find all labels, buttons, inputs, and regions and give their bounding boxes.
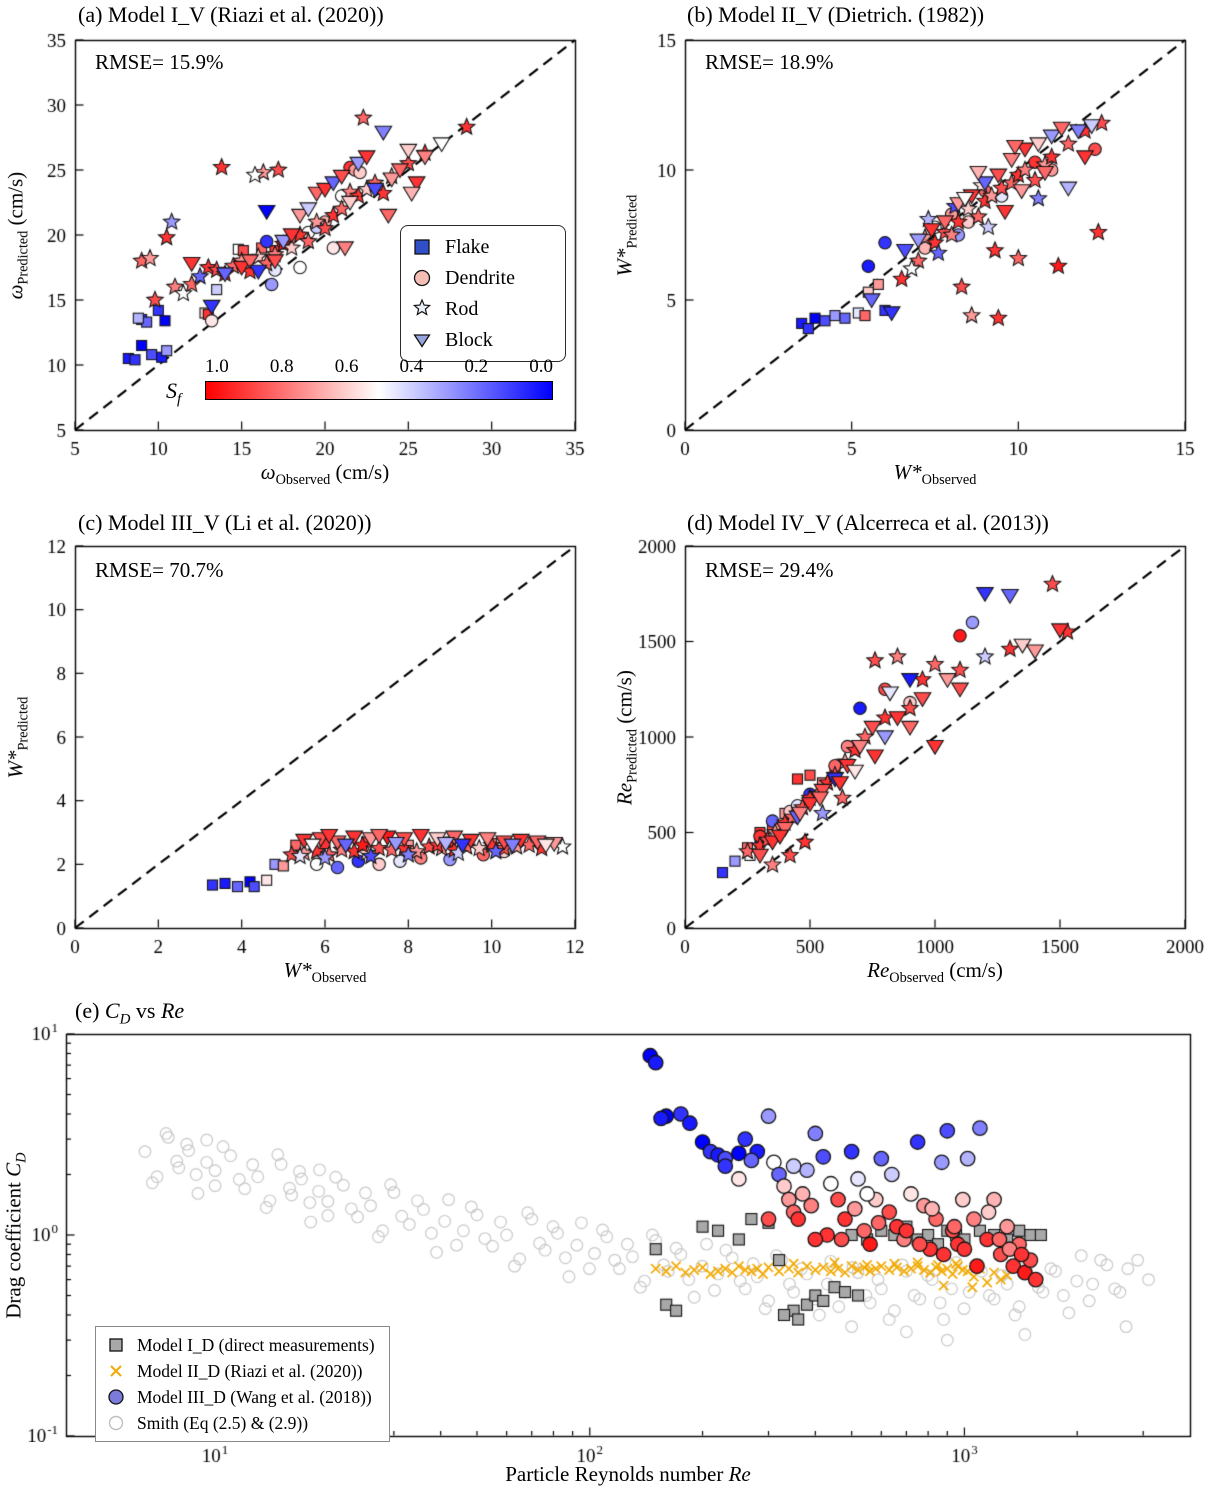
legend-item-dendrite: Dendrite xyxy=(411,264,553,292)
legend-item-smith: Smith (Eq (2.5) & (2.9)) xyxy=(106,1411,375,1435)
panel-a: (a) Model I_V (Riazi et al. (2020)) RMSE… xyxy=(0,0,606,500)
panel-e-xlabel: Particle Reynolds number Re xyxy=(505,1462,751,1486)
legend-item-model2: Model II_D (Riazi et al. (2020)) xyxy=(106,1359,375,1383)
panel-b-title: (b) Model II_V (Dietrich. (1982)) xyxy=(687,2,985,27)
panel-c-rmse: RMSE= 70.7% xyxy=(95,558,224,582)
panel-b-canvas xyxy=(607,0,1213,500)
rod-star-icon xyxy=(412,298,432,316)
legend-item-model3: Model III_D (Wang et al. (2018)) xyxy=(106,1385,375,1409)
smith-open-circle-icon xyxy=(108,1415,124,1431)
sf-colorbar: 1.0 0.8 0.6 0.4 0.2 0.0 xyxy=(205,356,553,400)
model1-square-icon xyxy=(109,1338,123,1352)
model2-x-icon xyxy=(110,1365,122,1377)
panel-e-ylabel: Drag coefficient CD xyxy=(1,1152,30,1319)
panel-a-ylabel: ωPredicted (cm/s) xyxy=(3,171,32,300)
panel-a-title: (a) Model I_V (Riazi et al. (2020)) xyxy=(78,2,384,27)
panel-b-ylabel: W*Predicted xyxy=(612,194,641,277)
block-triangle-icon xyxy=(413,334,431,348)
sf-colorbar-gradient xyxy=(205,381,553,400)
model3-circle-icon xyxy=(108,1389,124,1405)
panel-d-xlabel: ReObserved (cm/s) xyxy=(867,958,1003,987)
shape-legend: Flake Dendrite Rod Block xyxy=(400,225,566,362)
panel-d-canvas xyxy=(607,500,1213,996)
panel-a-xlabel: ωObserved (cm/s) xyxy=(260,460,390,489)
panel-a-rmse: RMSE= 15.9% xyxy=(95,50,224,74)
panel-c-canvas xyxy=(0,500,606,996)
legend-item-flake: Flake xyxy=(411,233,553,261)
panel-d: (d) Model IV_V (Alcerreca et al. (2013))… xyxy=(607,500,1213,996)
legend-item-block: Block xyxy=(411,326,553,354)
panel-e-title: (e) CD vs Re xyxy=(75,998,185,1028)
legend-item-rod: Rod xyxy=(411,295,553,323)
panel-c: (c) Model III_V (Li et al. (2020)) RMSE=… xyxy=(0,500,606,996)
panel-b-xlabel: W*Observed xyxy=(893,460,977,489)
panel-c-xlabel: W*Observed xyxy=(283,958,367,987)
model-legend: Model I_D (direct measurements) Model II… xyxy=(95,1326,390,1442)
panel-d-ylabel: RePredicted (cm/s) xyxy=(612,670,641,806)
panel-c-ylabel: W*Predicted xyxy=(3,696,32,779)
panel-b: (b) Model II_V (Dietrich. (1982)) RMSE= … xyxy=(607,0,1213,500)
dendrite-circle-icon xyxy=(413,269,431,287)
panel-b-rmse: RMSE= 18.9% xyxy=(705,50,834,74)
panel-d-title: (d) Model IV_V (Alcerreca et al. (2013)) xyxy=(687,510,1049,535)
panel-e: (e) CD vs Re Drag coefficient CD Particl… xyxy=(0,996,1213,1496)
panel-c-title: (c) Model III_V (Li et al. (2020)) xyxy=(78,510,372,535)
sf-colorbar-ticks: 1.0 0.8 0.6 0.4 0.2 0.0 xyxy=(205,356,553,377)
panel-d-rmse: RMSE= 29.4% xyxy=(705,558,834,582)
legend-item-model1: Model I_D (direct measurements) xyxy=(106,1333,375,1357)
flake-square-icon xyxy=(414,239,430,255)
sf-colorbar-label: Sf xyxy=(166,378,182,408)
